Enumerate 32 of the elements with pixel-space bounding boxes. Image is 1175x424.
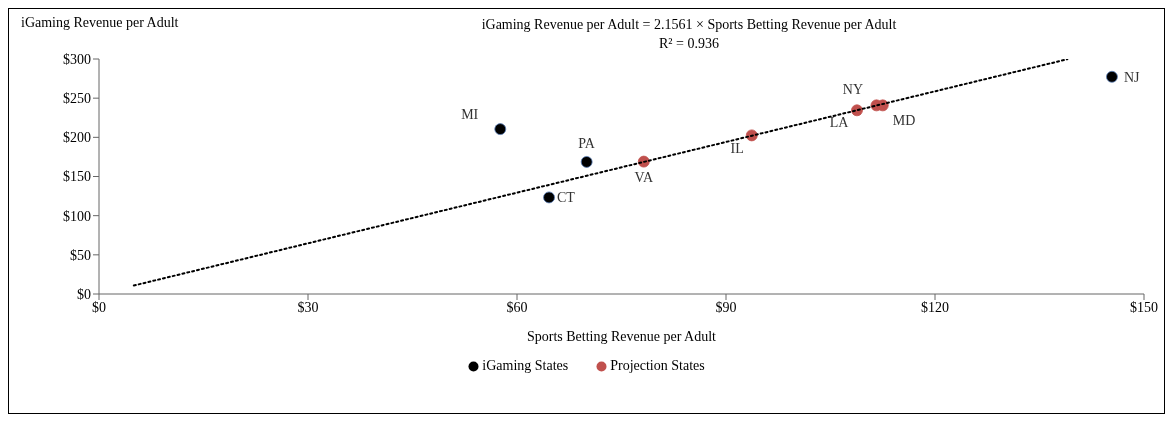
- x-tick-label: $60: [506, 299, 528, 315]
- y-tick-label: $0: [77, 286, 91, 302]
- x-tick-label: $90: [715, 299, 737, 315]
- x-tick-label: $150: [1130, 299, 1158, 315]
- x-tick-label: $120: [921, 299, 949, 315]
- x-axis-title: Sports Betting Revenue per Adult: [527, 329, 717, 344]
- annotation: VA: [634, 169, 654, 185]
- point: [543, 191, 555, 204]
- annotation: PA: [578, 135, 596, 151]
- x-tick-label: $30: [297, 299, 319, 315]
- annotation: IL: [730, 141, 744, 157]
- y-tick-label: $200: [63, 130, 91, 146]
- annotation: NJ: [1123, 69, 1141, 85]
- y-tick-label: $100: [63, 208, 91, 224]
- x-tick-label: $0: [92, 299, 106, 315]
- y-tick-label: $300: [63, 51, 91, 67]
- point: [1106, 70, 1118, 83]
- text: iGaming Revenue per Adult = 2.1561 × Sports Betting Revenue per Adult: [480, 16, 898, 34]
- annotation: CT: [557, 190, 576, 206]
- annotation: MI: [461, 107, 479, 123]
- y-tick-label: $250: [63, 91, 91, 107]
- legend-label: Projection States: [609, 358, 705, 374]
- point: [580, 156, 593, 168]
- point: [494, 123, 507, 136]
- y-axis-title: iGaming Revenue per Adult: [21, 15, 179, 31]
- annotation: LA: [829, 115, 850, 131]
- text: R² = 0.936: [658, 35, 720, 53]
- annotation: MD: [892, 113, 916, 129]
- y-tick-label: $150: [63, 169, 91, 185]
- legend-label: iGaming States: [481, 358, 569, 374]
- y-tick-label: $50: [70, 247, 91, 263]
- annotation: NY: [842, 82, 864, 98]
